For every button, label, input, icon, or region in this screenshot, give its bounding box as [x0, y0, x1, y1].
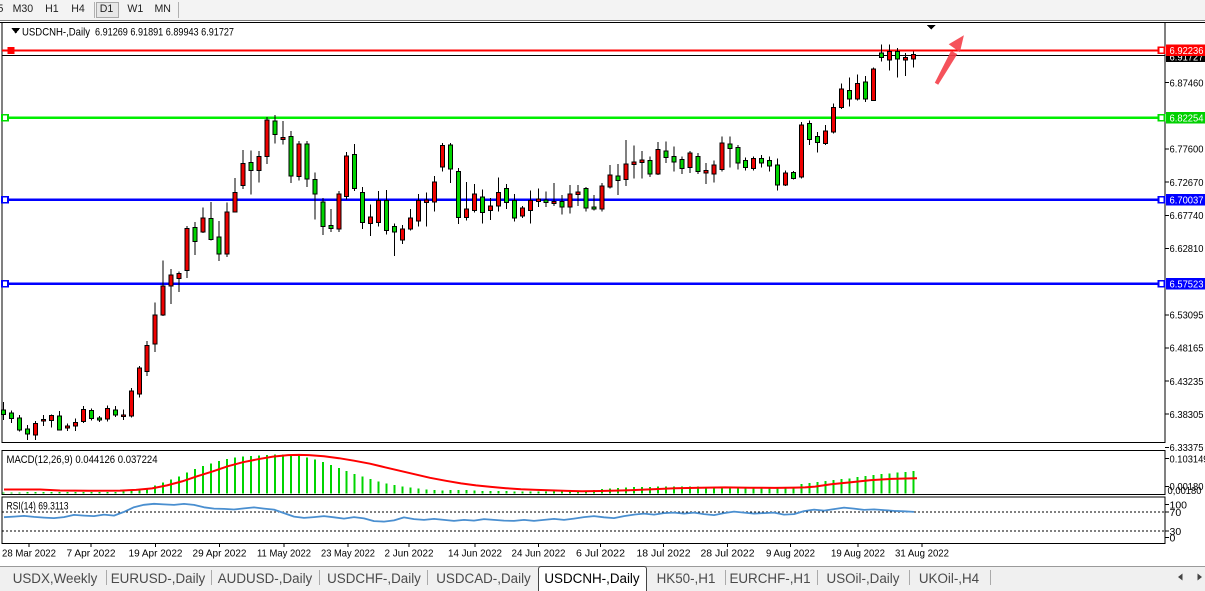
- svg-text:30: 30: [1170, 526, 1182, 538]
- svg-text:6.91269 6.91891 6.89943 6.9172: 6.91269 6.91891 6.89943 6.91727: [95, 27, 234, 39]
- svg-text:6.77600: 6.77600: [1170, 144, 1204, 156]
- svg-text:70: 70: [1170, 507, 1182, 519]
- svg-text:0.103149: 0.103149: [1170, 453, 1205, 465]
- svg-text:6.57523: 6.57523: [1170, 279, 1204, 291]
- svg-text:6 Jul 2022: 6 Jul 2022: [576, 548, 625, 560]
- svg-text:6.43235: 6.43235: [1170, 376, 1204, 388]
- svg-text:RSI(14) 69.3113: RSI(14) 69.3113: [7, 501, 69, 513]
- svg-text:6.62810: 6.62810: [1170, 243, 1204, 255]
- svg-text:6.92236: 6.92236: [1170, 45, 1204, 57]
- svg-text:18 Jul 2022: 18 Jul 2022: [637, 548, 691, 560]
- svg-text:USDCNH-,Daily: USDCNH-,Daily: [22, 27, 91, 39]
- svg-text:6.70037: 6.70037: [1170, 195, 1204, 207]
- svg-text:6.53095: 6.53095: [1170, 310, 1204, 322]
- svg-text:2 Jun 2022: 2 Jun 2022: [385, 548, 434, 560]
- svg-text:31 Aug 2022: 31 Aug 2022: [895, 548, 949, 560]
- svg-text:6.82254: 6.82254: [1170, 113, 1204, 125]
- svg-text:6.72670: 6.72670: [1170, 177, 1204, 189]
- svg-text:29 Apr 2022: 29 Apr 2022: [193, 548, 247, 560]
- svg-text:28 Mar 2022: 28 Mar 2022: [2, 548, 56, 560]
- svg-text:19 Aug 2022: 19 Aug 2022: [831, 548, 885, 560]
- svg-text:11 May 2022: 11 May 2022: [257, 548, 311, 560]
- svg-text:0,00180: 0,00180: [1168, 485, 1202, 497]
- svg-text:28 Jul 2022: 28 Jul 2022: [701, 548, 755, 560]
- svg-text:6.48165: 6.48165: [1170, 343, 1204, 355]
- svg-text:24 Jun 2022: 24 Jun 2022: [512, 548, 566, 560]
- svg-text:7 Apr 2022: 7 Apr 2022: [67, 548, 116, 560]
- svg-text:14 Jun 2022: 14 Jun 2022: [448, 548, 502, 560]
- svg-text:9 Aug 2022: 9 Aug 2022: [766, 548, 815, 560]
- svg-text:6.38305: 6.38305: [1170, 409, 1204, 421]
- svg-text:19 Apr 2022: 19 Apr 2022: [129, 548, 183, 560]
- svg-text:0.00180: 0.00180: [1170, 481, 1204, 493]
- svg-text:MACD(12,26,9) 0.044126 0.03722: MACD(12,26,9) 0.044126 0.037224: [7, 454, 158, 466]
- svg-text:100: 100: [1170, 500, 1188, 512]
- svg-text:6.67740: 6.67740: [1170, 210, 1204, 222]
- svg-text:0: 0: [1170, 532, 1176, 544]
- svg-text:6.33375: 6.33375: [1170, 442, 1204, 454]
- svg-text:23 May 2022: 23 May 2022: [321, 548, 375, 560]
- svg-text:6.87460: 6.87460: [1170, 77, 1204, 89]
